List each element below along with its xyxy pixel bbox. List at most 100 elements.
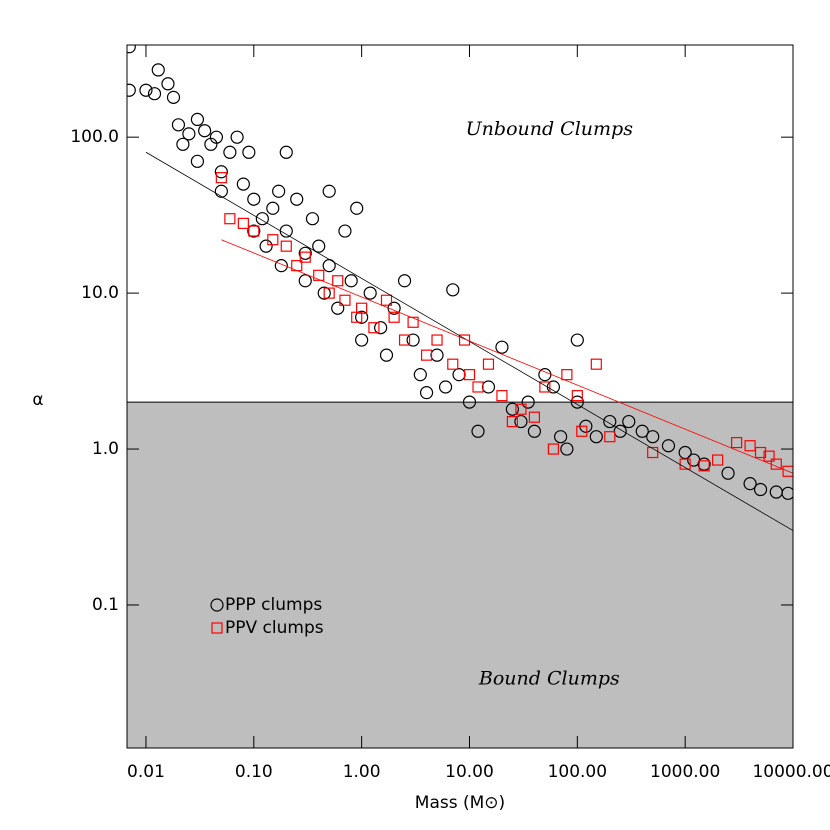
point — [242, 145, 256, 159]
point — [646, 430, 660, 444]
point — [127, 45, 136, 54]
point — [506, 415, 518, 428]
point — [571, 390, 583, 402]
point — [446, 283, 460, 297]
point — [521, 395, 535, 409]
point — [527, 424, 542, 438]
point — [407, 316, 419, 328]
point — [171, 118, 186, 132]
x-tick-label: 10.00 — [445, 762, 494, 782]
point — [299, 251, 311, 263]
point — [447, 358, 459, 370]
point — [547, 443, 559, 455]
annotation: Bound Clumps — [478, 668, 620, 690]
point — [279, 224, 293, 238]
point — [463, 369, 476, 381]
point — [482, 358, 495, 370]
point — [647, 446, 659, 459]
point — [661, 439, 676, 453]
point — [380, 294, 393, 306]
point — [255, 212, 269, 226]
point — [622, 414, 636, 429]
y-tick-label: 100.0 — [70, 127, 119, 147]
x-tick-label: 0.10 — [235, 762, 273, 782]
point — [267, 234, 279, 246]
point — [322, 184, 336, 198]
point — [471, 424, 485, 438]
point — [635, 424, 649, 438]
point — [712, 454, 724, 466]
point — [182, 127, 196, 141]
legend-label: PPP clumps — [225, 595, 322, 615]
y-tick-label: 10.0 — [81, 283, 119, 303]
point — [743, 477, 757, 491]
point — [215, 172, 227, 184]
point — [721, 466, 735, 480]
point — [374, 321, 388, 335]
point — [379, 348, 394, 362]
point — [420, 349, 433, 361]
point — [355, 310, 369, 324]
x-tick-label: 100.00 — [548, 762, 607, 782]
legend-label: PPV clumps — [225, 618, 324, 638]
point — [515, 403, 527, 415]
point — [462, 395, 477, 409]
point — [590, 358, 602, 370]
point — [363, 286, 377, 300]
point — [754, 446, 767, 459]
point — [209, 130, 224, 144]
point — [139, 83, 153, 97]
point — [458, 334, 471, 346]
point — [495, 340, 509, 354]
point — [419, 386, 434, 400]
point — [338, 224, 352, 238]
point — [782, 465, 793, 477]
point — [236, 177, 250, 191]
point — [248, 225, 260, 237]
point — [312, 239, 326, 253]
point — [397, 274, 412, 288]
point — [554, 430, 568, 444]
point — [224, 213, 236, 225]
point — [514, 414, 528, 429]
point — [561, 369, 573, 381]
point — [744, 440, 756, 452]
point — [528, 411, 541, 423]
y-tick-label: 0.1 — [92, 595, 119, 615]
legend-marker — [211, 622, 223, 634]
point — [368, 322, 380, 334]
point — [472, 381, 484, 393]
point — [678, 445, 692, 460]
point — [176, 137, 190, 151]
y-axis-label: α — [32, 390, 43, 410]
point — [604, 431, 616, 443]
point — [198, 124, 212, 138]
point — [697, 457, 711, 471]
point — [274, 259, 288, 273]
point — [388, 311, 400, 323]
frame — [126, 44, 794, 749]
point — [190, 112, 205, 127]
plot — [127, 45, 793, 748]
fit-line — [221, 239, 793, 474]
point — [280, 240, 292, 252]
point — [259, 239, 273, 253]
point — [398, 334, 411, 346]
point — [127, 83, 136, 97]
point — [576, 425, 588, 437]
point — [763, 450, 775, 462]
x-tick-label: 1.00 — [343, 762, 381, 782]
point — [279, 145, 293, 159]
point — [317, 286, 331, 300]
point — [331, 301, 345, 315]
point — [190, 154, 205, 168]
point — [496, 390, 508, 402]
point — [539, 381, 551, 393]
point — [753, 482, 768, 497]
point — [481, 380, 496, 394]
point — [350, 201, 364, 215]
point — [237, 217, 249, 229]
point — [438, 380, 453, 394]
point — [272, 184, 286, 198]
point — [298, 274, 312, 288]
